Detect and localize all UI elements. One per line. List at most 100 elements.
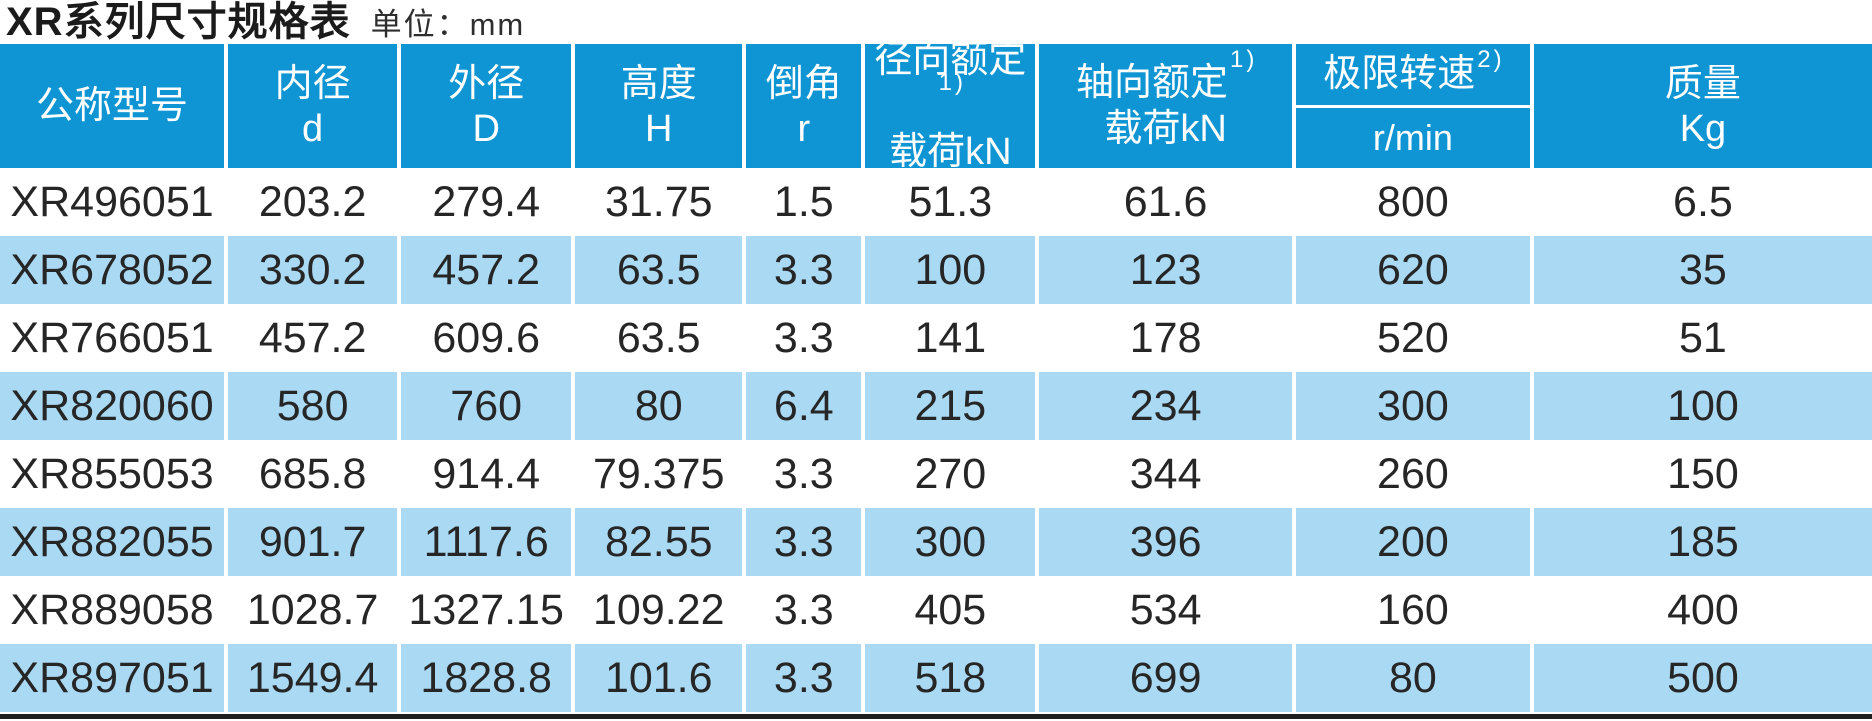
cell-axial-load: 396 <box>1039 508 1292 576</box>
cell-model: XR820060 <box>0 372 225 440</box>
col-header-inner-diameter: 内径 d <box>228 44 398 168</box>
cell-model: XR882055 <box>0 508 225 576</box>
cell-outer-diameter: 914.4 <box>432 450 540 498</box>
cell-mass: 51 <box>1679 314 1727 362</box>
cell-axial-load: 123 <box>1039 236 1292 304</box>
cell-model: XR766051 <box>10 314 214 362</box>
col-header-mass: 质量 Kg <box>1533 44 1872 168</box>
cell-model: XR889058 <box>10 586 214 634</box>
cell-chamfer: 3.3 <box>773 450 834 498</box>
cell-mass: 35 <box>1533 236 1872 304</box>
cell-outer-diameter: 1327.15 <box>408 586 564 634</box>
cell-mass: 500 <box>1533 644 1872 712</box>
table-body: XR496051 203.2 279.4 31.75 1.5 51.3 61.6… <box>0 168 1872 712</box>
cell-chamfer: 1.5 <box>773 178 834 226</box>
table-row: XR855053 685.8 914.4 79.375 3.3 270 344 … <box>0 440 1872 508</box>
cell-axial-load: 344 <box>1129 450 1202 498</box>
cell-model: XR897051 <box>0 644 225 712</box>
unit-label: 单位：mm <box>370 7 526 42</box>
cell-inner-diameter: 901.7 <box>228 508 398 576</box>
cell-axial-load: 699 <box>1039 644 1292 712</box>
cell-limit-speed: 620 <box>1295 236 1530 304</box>
cell-outer-diameter: 457.2 <box>401 236 572 304</box>
cell-chamfer: 3.3 <box>773 314 834 362</box>
cell-height: 80 <box>575 372 743 440</box>
cell-radial-load: 141 <box>914 314 987 362</box>
col-header-chamfer: 倒角 r <box>746 44 862 168</box>
cell-chamfer: 3.3 <box>773 586 834 634</box>
cell-radial-load: 51.3 <box>908 178 993 226</box>
cell-inner-diameter: 457.2 <box>258 314 367 362</box>
cell-radial-load: 405 <box>914 586 987 634</box>
cell-chamfer: 3.3 <box>746 508 862 576</box>
cell-height: 63.5 <box>575 236 743 304</box>
cell-outer-diameter: 1828.8 <box>401 644 572 712</box>
cell-axial-load: 61.6 <box>1123 178 1208 226</box>
cell-chamfer: 3.3 <box>746 236 862 304</box>
cell-limit-speed: 80 <box>1295 644 1530 712</box>
cell-limit-speed: 260 <box>1377 450 1449 498</box>
cell-limit-speed: 160 <box>1377 586 1449 634</box>
cell-radial-load: 518 <box>865 644 1036 712</box>
cell-outer-diameter: 609.6 <box>432 314 540 362</box>
cell-height: 63.5 <box>616 314 701 362</box>
cell-height: 79.375 <box>592 450 725 498</box>
table-row: XR678052 330.2 457.2 63.5 3.3 100 123 62… <box>0 236 1872 304</box>
table-row: XR882055 901.7 1117.6 82.55 3.3 300 396 … <box>0 508 1872 576</box>
table-row: XR889058 1028.7 1327.15 109.22 3.3 405 5… <box>0 576 1872 644</box>
cell-inner-diameter: 330.2 <box>228 236 398 304</box>
cell-limit-speed: 520 <box>1377 314 1449 362</box>
table-row: XR820060 580 760 80 6.4 215 234 300 100 <box>0 372 1872 440</box>
table-row: XR897051 1549.4 1828.8 101.6 3.3 518 699… <box>0 644 1872 712</box>
cell-limit-speed: 200 <box>1295 508 1530 576</box>
footnote-1-marker: 1) <box>938 69 966 97</box>
table-row: XR496051 203.2 279.4 31.75 1.5 51.3 61.6… <box>0 168 1872 236</box>
cell-inner-diameter: 203.2 <box>258 178 367 226</box>
col-header-radial-load: 径向额定1) 载荷kN <box>865 39 1036 173</box>
cell-height: 31.75 <box>604 178 713 226</box>
bottom-border-line <box>0 714 1872 719</box>
cell-height: 109.22 <box>592 586 725 634</box>
cell-chamfer: 3.3 <box>746 644 862 712</box>
cell-radial-load: 215 <box>865 372 1036 440</box>
cell-mass: 6.5 <box>1673 178 1733 226</box>
col-header-model-label: 公称型号 <box>36 85 189 127</box>
title-row: XR系列尺寸规格表 单位：mm <box>0 0 1872 44</box>
cell-mass: 400 <box>1667 586 1739 634</box>
cell-chamfer: 6.4 <box>746 372 862 440</box>
spec-table: 公称型号 内径 d 外径 D 高度 H 倒角 r 径向额定1) 载荷kN <box>0 39 1872 712</box>
cell-radial-load: 100 <box>865 236 1036 304</box>
cell-height: 82.55 <box>575 508 743 576</box>
cell-outer-diameter: 1117.6 <box>401 508 572 576</box>
col-header-axial-load: 轴向额定1) 载荷kN <box>1039 44 1292 168</box>
cell-model: XR855053 <box>10 450 214 498</box>
col-header-model: 公称型号 <box>0 44 225 168</box>
cell-mass: 150 <box>1667 450 1739 498</box>
cell-axial-load: 234 <box>1039 372 1292 440</box>
cell-outer-diameter: 279.4 <box>432 178 540 226</box>
table-header-row: 公称型号 内径 d 外径 D 高度 H 倒角 r 径向额定1) 载荷kN <box>0 39 1872 173</box>
col-header-limit-speed: 极限转速 2) r/min <box>1295 44 1530 168</box>
cell-inner-diameter: 1549.4 <box>228 644 398 712</box>
cell-mass: 185 <box>1533 508 1872 576</box>
col-header-height: 高度 H <box>575 44 743 168</box>
cell-limit-speed: 800 <box>1377 178 1449 226</box>
cell-mass: 100 <box>1533 372 1872 440</box>
cell-model: XR496051 <box>10 178 214 226</box>
cell-axial-load: 178 <box>1129 314 1202 362</box>
cell-outer-diameter: 760 <box>401 372 572 440</box>
cell-inner-diameter: 685.8 <box>258 450 367 498</box>
cell-model: XR678052 <box>0 236 225 304</box>
cell-inner-diameter: 580 <box>228 372 398 440</box>
table-row: XR766051 457.2 609.6 63.5 3.3 141 178 52… <box>0 304 1872 372</box>
cell-height: 101.6 <box>575 644 743 712</box>
cell-limit-speed: 300 <box>1295 372 1530 440</box>
col-header-outer-diameter: 外径 D <box>401 44 572 168</box>
page-title: XR系列尺寸规格表 <box>6 0 351 44</box>
cell-radial-load: 270 <box>914 450 987 498</box>
col-header-limit-speed-unit: r/min <box>1372 116 1453 158</box>
cell-inner-diameter: 1028.7 <box>246 586 379 634</box>
cell-axial-load: 534 <box>1129 586 1202 634</box>
footnote-1-marker: 1) <box>1229 46 1258 74</box>
